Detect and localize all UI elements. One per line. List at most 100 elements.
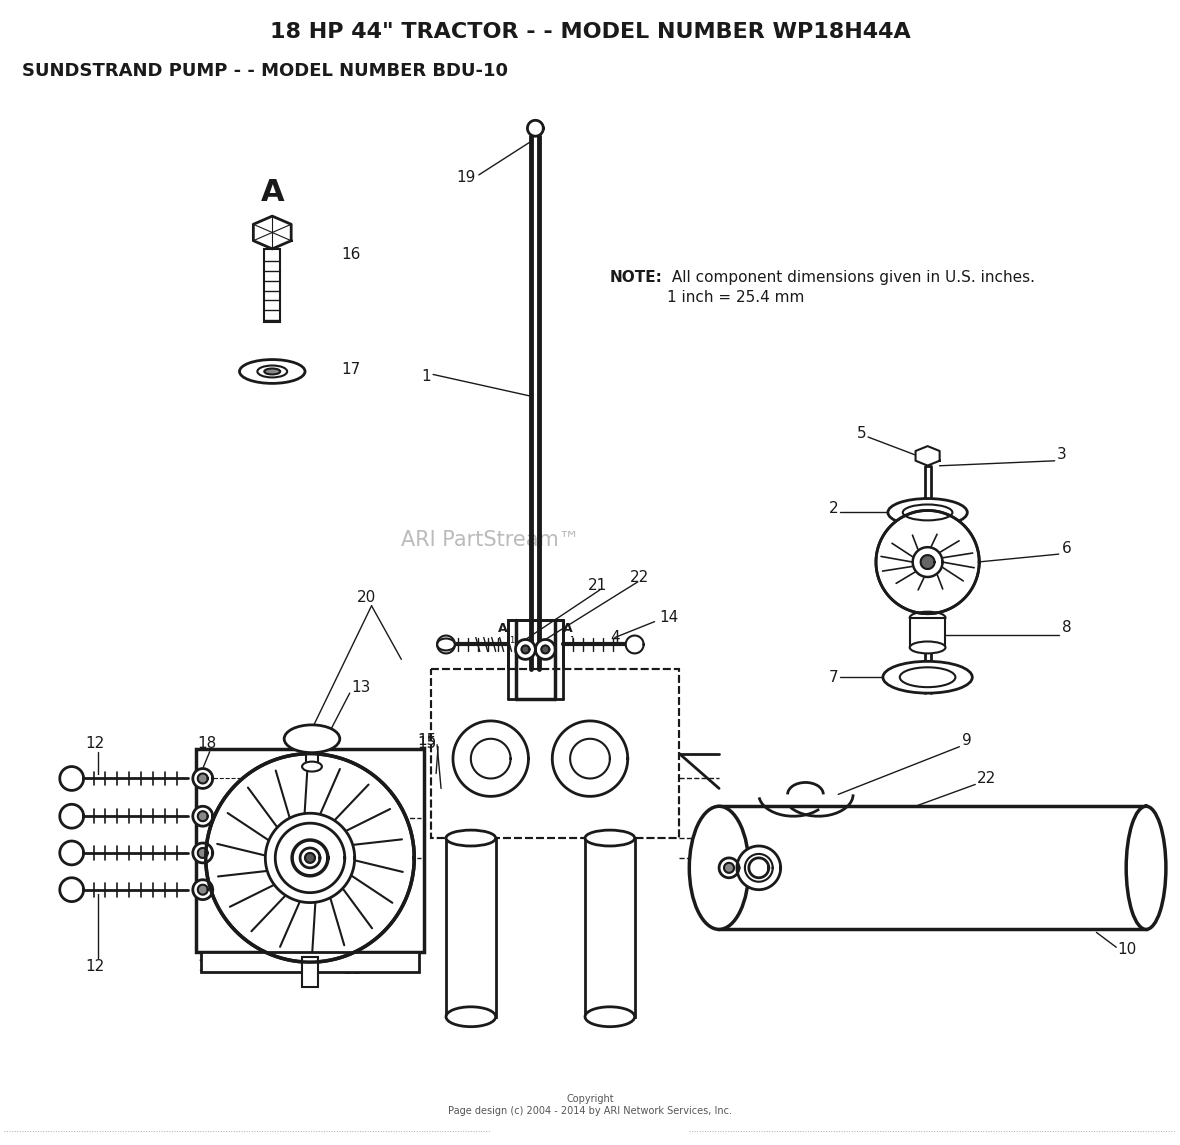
Ellipse shape xyxy=(446,830,496,846)
Polygon shape xyxy=(266,813,355,902)
Bar xyxy=(446,838,496,1017)
Ellipse shape xyxy=(883,662,972,693)
Bar xyxy=(201,953,419,972)
Polygon shape xyxy=(453,721,529,797)
Text: 19: 19 xyxy=(457,171,476,185)
Ellipse shape xyxy=(910,611,945,624)
Text: NOTE:: NOTE: xyxy=(610,270,663,285)
Text: 20: 20 xyxy=(356,591,376,606)
Polygon shape xyxy=(516,640,536,660)
Ellipse shape xyxy=(264,369,280,374)
Text: 7: 7 xyxy=(828,670,838,685)
Text: 1: 1 xyxy=(421,369,431,384)
Text: Page design (c) 2004 - 2014 by ARI Network Services, Inc.: Page design (c) 2004 - 2014 by ARI Netwo… xyxy=(448,1106,732,1116)
Polygon shape xyxy=(437,635,455,654)
Polygon shape xyxy=(300,848,320,868)
Text: 18: 18 xyxy=(198,960,217,974)
Polygon shape xyxy=(876,511,979,614)
Polygon shape xyxy=(293,840,328,876)
Polygon shape xyxy=(719,858,739,878)
Polygon shape xyxy=(304,853,315,863)
Text: 1: 1 xyxy=(569,635,575,645)
Text: 9: 9 xyxy=(963,733,972,749)
Text: 14: 14 xyxy=(660,610,678,625)
Ellipse shape xyxy=(585,1006,635,1027)
Bar xyxy=(196,749,424,953)
Polygon shape xyxy=(60,804,84,828)
Polygon shape xyxy=(570,739,610,779)
Text: 15: 15 xyxy=(417,733,437,749)
Text: 4: 4 xyxy=(610,630,620,645)
Polygon shape xyxy=(60,878,84,901)
Text: A: A xyxy=(261,177,284,207)
Text: 3: 3 xyxy=(1056,448,1067,463)
Ellipse shape xyxy=(903,505,952,520)
Polygon shape xyxy=(198,848,208,858)
Text: 12: 12 xyxy=(86,736,105,751)
Text: 2: 2 xyxy=(828,502,838,516)
Text: 1 inch = 25.4 mm: 1 inch = 25.4 mm xyxy=(668,290,805,305)
Ellipse shape xyxy=(887,498,968,527)
Polygon shape xyxy=(522,646,530,654)
Ellipse shape xyxy=(900,668,956,687)
Polygon shape xyxy=(916,447,939,466)
Polygon shape xyxy=(275,823,345,893)
Bar xyxy=(585,838,635,1017)
Ellipse shape xyxy=(240,360,304,384)
Text: 16: 16 xyxy=(342,247,361,262)
Ellipse shape xyxy=(437,639,455,650)
Text: 17: 17 xyxy=(342,362,361,377)
Polygon shape xyxy=(912,547,943,577)
Bar xyxy=(431,670,680,838)
Ellipse shape xyxy=(689,806,749,930)
Bar xyxy=(431,670,680,838)
Text: 18: 18 xyxy=(198,736,217,751)
Text: 18 HP 44" TRACTOR - - MODEL NUMBER WP18H44A: 18 HP 44" TRACTOR - - MODEL NUMBER WP18H… xyxy=(269,22,911,42)
Ellipse shape xyxy=(446,1006,496,1027)
Polygon shape xyxy=(552,721,628,797)
Text: 1: 1 xyxy=(510,635,514,645)
Bar xyxy=(910,617,945,647)
Polygon shape xyxy=(738,846,781,890)
Polygon shape xyxy=(542,646,549,654)
Text: SUNDSTRAND PUMP - - MODEL NUMBER BDU-10: SUNDSTRAND PUMP - - MODEL NUMBER BDU-10 xyxy=(22,62,509,80)
Ellipse shape xyxy=(284,725,340,752)
Text: 21: 21 xyxy=(589,578,608,593)
Text: A: A xyxy=(498,622,507,634)
Text: 22: 22 xyxy=(630,570,649,585)
Text: ARI PartStream™: ARI PartStream™ xyxy=(401,530,581,551)
Polygon shape xyxy=(192,806,212,827)
Text: A: A xyxy=(563,622,572,634)
Polygon shape xyxy=(198,812,208,821)
Ellipse shape xyxy=(910,641,945,654)
Bar xyxy=(264,248,280,322)
Text: All component dimensions given in U.S. inches.: All component dimensions given in U.S. i… xyxy=(668,270,1035,285)
Text: 6: 6 xyxy=(1062,540,1071,555)
Text: 5: 5 xyxy=(857,426,866,441)
Polygon shape xyxy=(192,768,212,789)
Bar xyxy=(719,806,1146,930)
Text: 15: 15 xyxy=(417,736,437,751)
Polygon shape xyxy=(192,879,212,900)
Polygon shape xyxy=(192,843,212,863)
Text: Copyright: Copyright xyxy=(566,1095,614,1104)
Polygon shape xyxy=(745,854,773,882)
Ellipse shape xyxy=(257,365,287,378)
Bar xyxy=(507,619,563,700)
Text: 10: 10 xyxy=(1116,942,1136,957)
Polygon shape xyxy=(749,858,768,878)
Text: 12: 12 xyxy=(86,960,105,974)
Polygon shape xyxy=(536,640,556,660)
Polygon shape xyxy=(198,774,208,783)
Polygon shape xyxy=(920,555,935,569)
Bar xyxy=(306,739,317,766)
Polygon shape xyxy=(60,842,84,864)
Ellipse shape xyxy=(585,830,635,846)
Text: 13: 13 xyxy=(352,680,371,695)
Polygon shape xyxy=(198,885,208,894)
Text: 11: 11 xyxy=(342,962,361,977)
Polygon shape xyxy=(60,767,84,790)
Ellipse shape xyxy=(1126,806,1166,930)
Polygon shape xyxy=(527,120,543,136)
Polygon shape xyxy=(254,216,291,248)
